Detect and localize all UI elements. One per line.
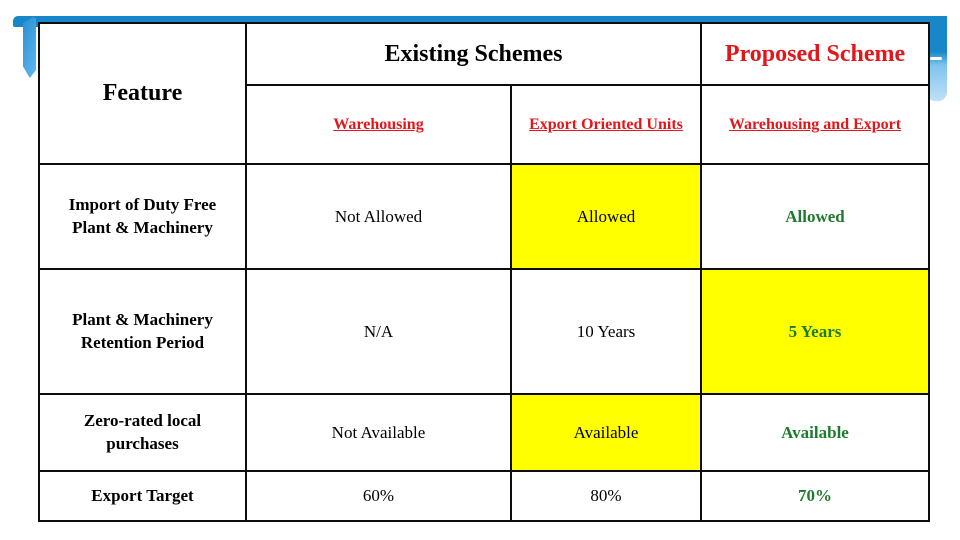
left-ribbon-decoration: [23, 17, 36, 78]
feature-label: Import of Duty Free Plant & Machinery: [38, 163, 247, 270]
table-row-zero-rated-purchases: Zero-rated local purchases Not Available…: [38, 393, 931, 472]
existing-schemes-header: Existing Schemes: [244, 22, 703, 86]
proposed-scheme-header: Proposed Scheme: [700, 22, 931, 86]
eou-value: Allowed: [509, 163, 703, 270]
warehousing-value: 60%: [245, 470, 512, 522]
warehousing-value: Not Allowed: [245, 163, 512, 270]
warehousing-value: N/A: [245, 268, 512, 395]
proposed-value: Available: [700, 393, 931, 472]
column-header-export-oriented-units: Export Oriented Units: [509, 84, 703, 165]
proposed-value: Allowed: [700, 163, 931, 270]
column-header-warehousing-and-export: Warehousing and Export: [700, 84, 931, 165]
scheme-comparison-table: Feature Existing Schemes Proposed Scheme…: [38, 22, 931, 522]
eou-value: 10 Years: [509, 268, 703, 395]
group-header-row: Feature Existing Schemes Proposed Scheme: [38, 22, 931, 165]
table-row-export-target: Export Target 60% 80% 70%: [38, 470, 931, 522]
feature-label: Plant & Machinery Retention Period: [38, 268, 247, 395]
right-tab-notch: [930, 57, 942, 60]
table-row-duty-free-import: Import of Duty Free Plant & Machinery No…: [38, 163, 931, 270]
feature-label: Export Target: [38, 470, 247, 522]
column-header-row: Warehousing Export Oriented Units Wareho…: [39, 84, 931, 165]
table-row-retention-period: Plant & Machinery Retention Period N/A 1…: [38, 268, 931, 395]
warehousing-value: Not Available: [245, 393, 512, 472]
proposed-value: 70%: [700, 470, 931, 522]
eou-value: Available: [509, 393, 703, 472]
proposed-value: 5 Years: [700, 268, 931, 395]
eou-value: 80%: [509, 470, 703, 522]
feature-column-header: Feature: [38, 22, 247, 165]
column-header-warehousing: Warehousing: [245, 84, 512, 165]
top-bar-decoration: [13, 16, 947, 27]
feature-label: Zero-rated local purchases: [38, 393, 247, 472]
